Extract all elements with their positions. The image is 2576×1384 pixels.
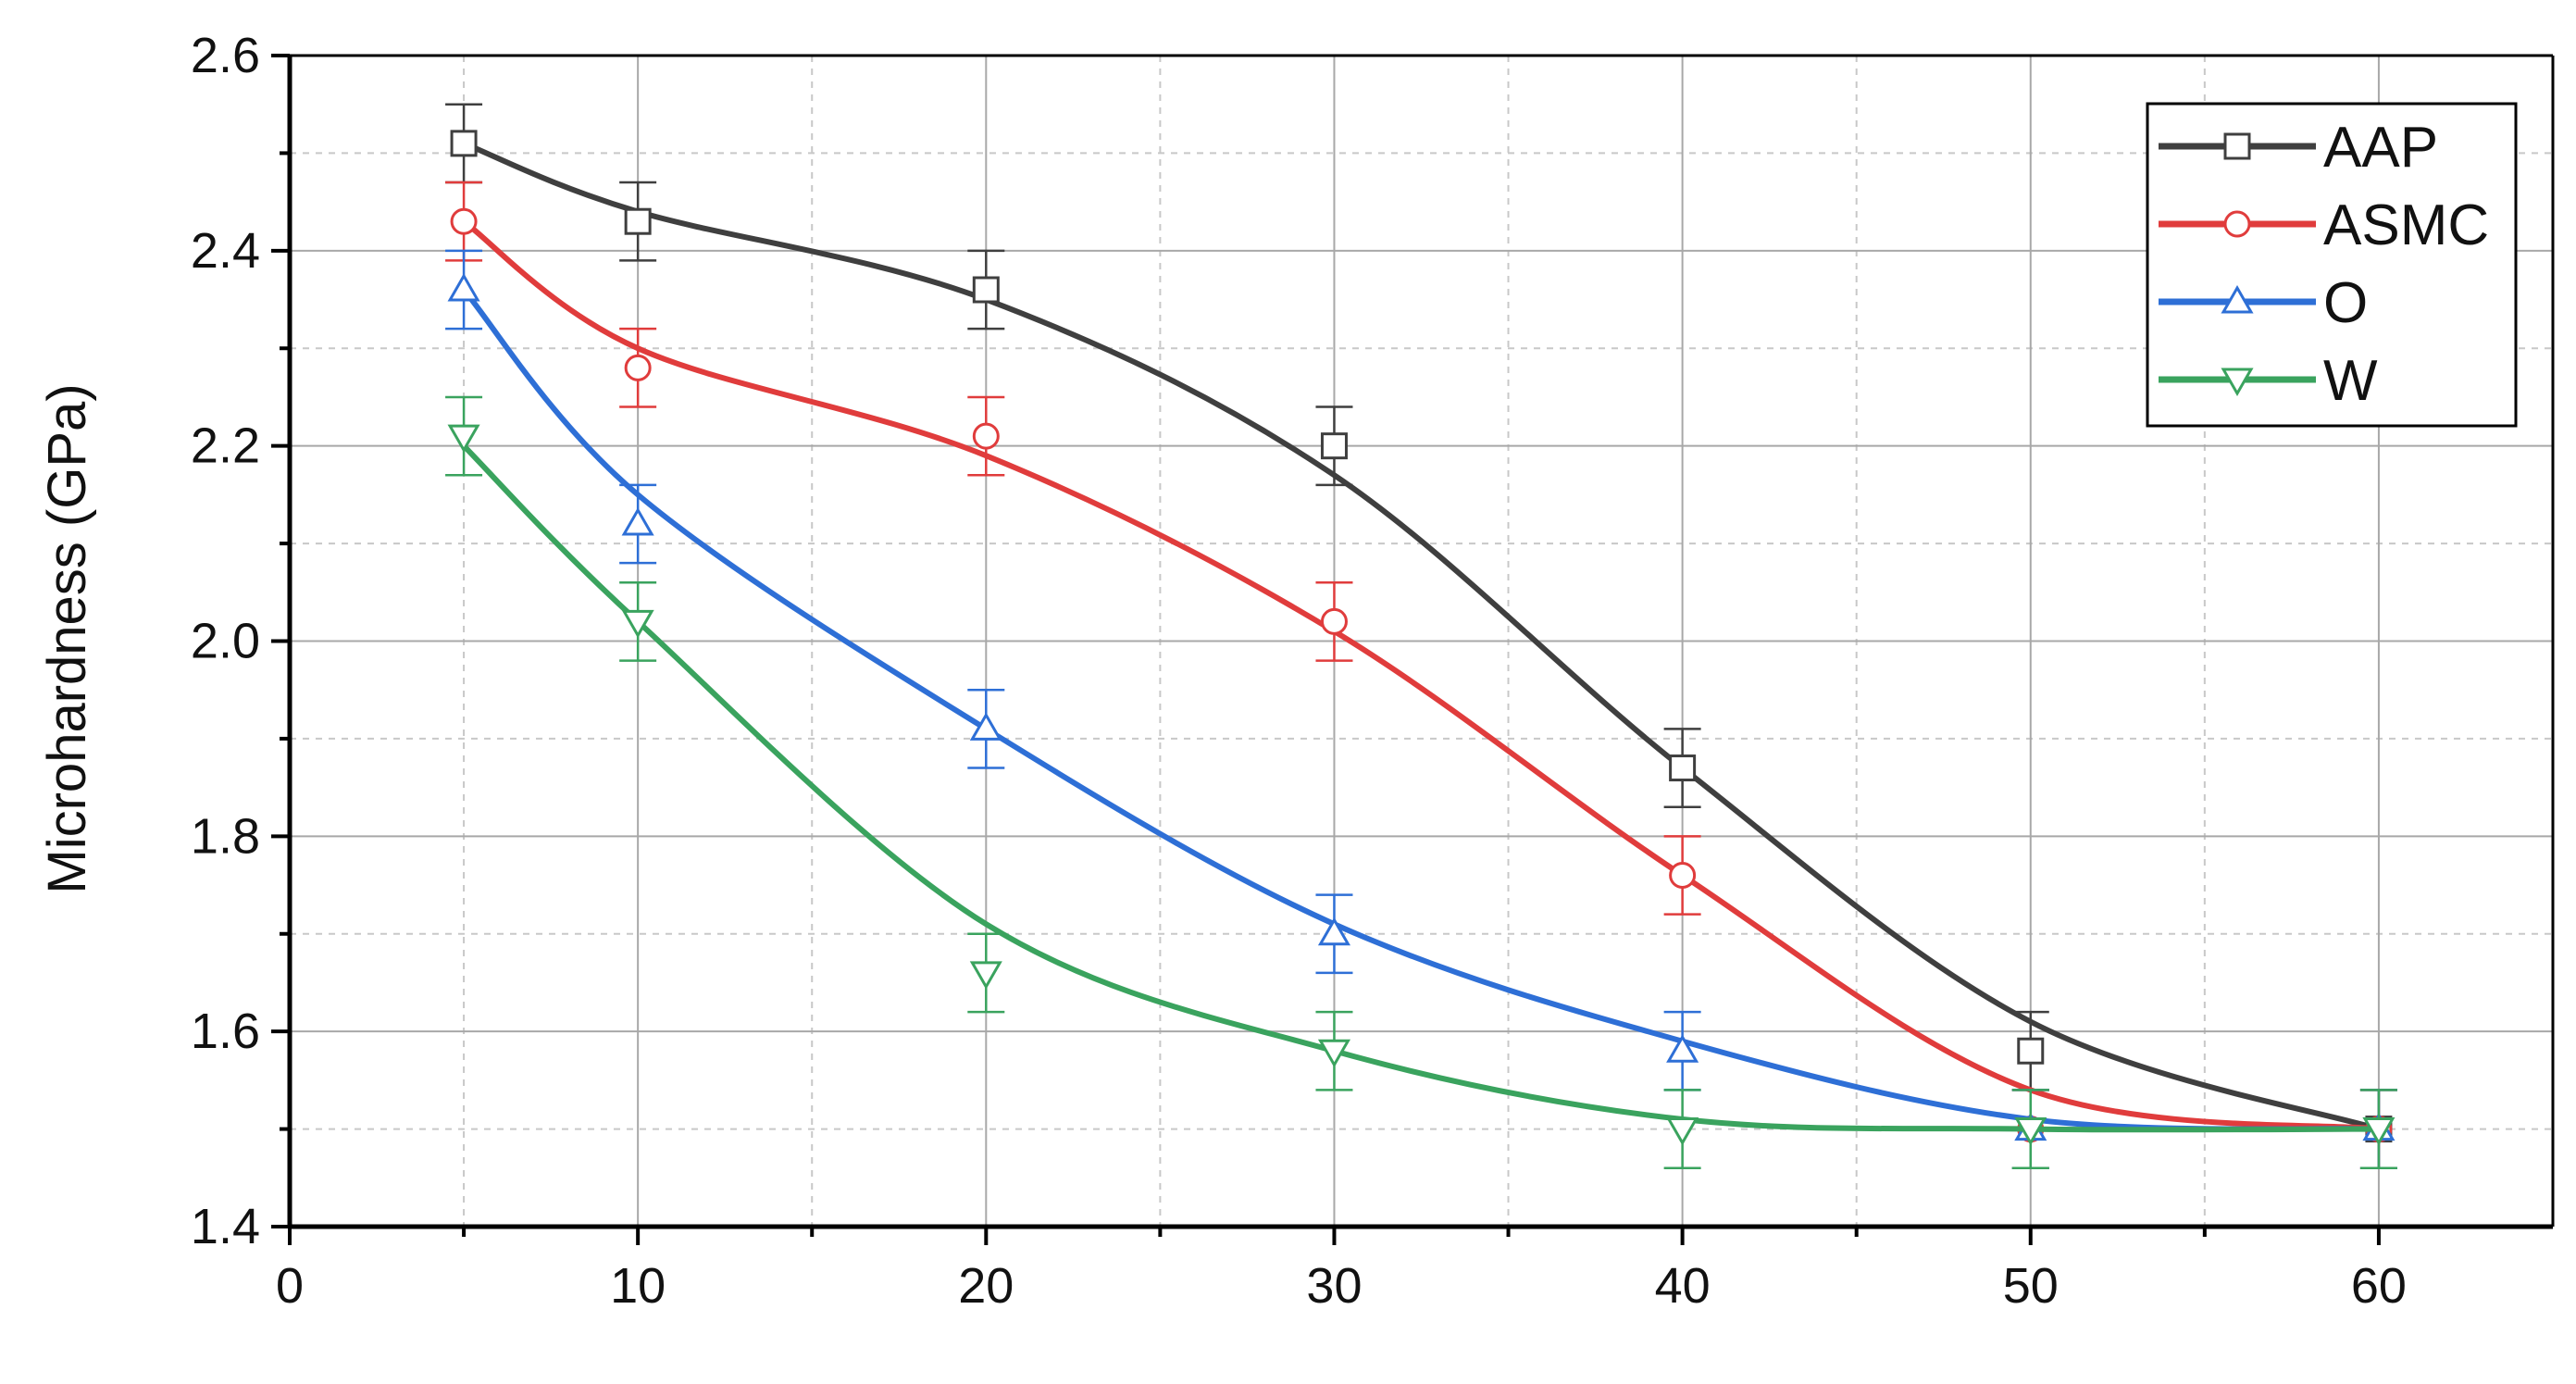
data-point-w bbox=[2362, 1117, 2396, 1146]
y-tick-label: 1.8 bbox=[191, 808, 260, 864]
data-point-aap bbox=[450, 130, 478, 157]
data-point-asmc bbox=[624, 354, 652, 381]
x-tick-label: 60 bbox=[2351, 1258, 2407, 1314]
data-point-aap bbox=[972, 276, 1000, 304]
data-point-o bbox=[1666, 1034, 1699, 1063]
x-tick-label: 30 bbox=[1306, 1258, 1362, 1314]
data-point-o bbox=[621, 507, 654, 536]
legend-label-w: W bbox=[2323, 349, 2378, 413]
data-point-aap bbox=[624, 207, 652, 235]
x-tick-label: 50 bbox=[2003, 1258, 2059, 1314]
legend: AAP ASMC OW bbox=[2146, 102, 2518, 428]
legend-marker-aap bbox=[2223, 132, 2251, 160]
data-point-aap bbox=[1669, 754, 1697, 782]
y-tick-label: 2.0 bbox=[191, 614, 260, 669]
axes-layer: 1.4 1.6 1.8 2.0 2.2 2.4 2.6 0 10 20 30 40 50 60 bbox=[191, 28, 2555, 1314]
legend-label-aap: AAP bbox=[2323, 116, 2438, 180]
series-line-w bbox=[461, 443, 2382, 1133]
series-asmc bbox=[445, 181, 2397, 1169]
y-tick-label: 2.4 bbox=[191, 223, 260, 279]
legend-label-asmc: ASMC bbox=[2323, 193, 2489, 257]
legend-marker-asmc bbox=[2223, 210, 2251, 238]
y-tick-label: 1.6 bbox=[191, 1004, 260, 1059]
data-point-asmc bbox=[972, 422, 1000, 450]
data-point-aap bbox=[1320, 432, 1348, 460]
series-line-o bbox=[461, 287, 2382, 1132]
data-point-asmc bbox=[1669, 862, 1697, 889]
data-point-asmc bbox=[450, 207, 478, 235]
data-point-w bbox=[1317, 1039, 1351, 1068]
y-tick-label: 2.2 bbox=[191, 418, 260, 474]
legend-marker-w bbox=[2221, 368, 2254, 396]
series-w bbox=[445, 395, 2397, 1169]
data-point-w bbox=[2014, 1117, 2047, 1146]
y-tick-label: 2.6 bbox=[191, 28, 260, 83]
series-layer bbox=[445, 103, 2397, 1169]
data-point-o bbox=[969, 712, 1002, 741]
series-line-aap bbox=[461, 140, 2382, 1132]
data-point-w bbox=[621, 609, 654, 639]
x-tick-label: 0 bbox=[276, 1258, 304, 1314]
data-point-o bbox=[447, 273, 480, 302]
legend-label-o: O bbox=[2323, 271, 2368, 335]
series-line-asmc bbox=[461, 218, 2382, 1132]
legend-marker-o bbox=[2221, 285, 2254, 314]
data-point-asmc bbox=[1320, 607, 1348, 635]
data-point-w bbox=[1666, 1117, 1699, 1146]
data-point-o bbox=[1317, 916, 1351, 946]
series-aap bbox=[445, 103, 2397, 1169]
data-point-w bbox=[969, 961, 1002, 990]
x-tick-label: 20 bbox=[958, 1258, 1014, 1314]
series-o bbox=[445, 249, 2397, 1169]
x-tick-label: 40 bbox=[1655, 1258, 1711, 1314]
y-tick-label: 1.4 bbox=[191, 1199, 260, 1254]
x-tick-label: 10 bbox=[610, 1258, 666, 1314]
data-point-w bbox=[447, 424, 480, 454]
data-point-aap bbox=[2017, 1037, 2045, 1065]
y-axis-title: Microhardness (GPa) bbox=[37, 383, 97, 893]
legend-box bbox=[2146, 102, 2518, 428]
